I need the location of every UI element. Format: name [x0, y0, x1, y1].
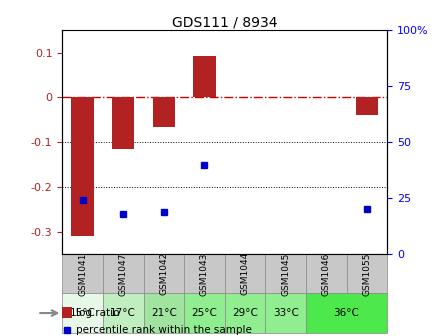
- Bar: [112, 97, 134, 149]
- Text: GSM1046: GSM1046: [322, 252, 331, 296]
- Bar: [225, 293, 265, 333]
- Text: 36°C: 36°C: [334, 308, 360, 318]
- Text: GSM1042: GSM1042: [159, 252, 168, 295]
- Bar: [356, 97, 378, 115]
- Text: 29°C: 29°C: [232, 308, 258, 318]
- Bar: [62, 254, 103, 293]
- Bar: [347, 254, 387, 293]
- Bar: [265, 254, 306, 293]
- Text: GSM1047: GSM1047: [119, 252, 128, 296]
- Bar: [184, 254, 225, 293]
- Bar: [184, 293, 225, 333]
- Text: 33°C: 33°C: [273, 308, 299, 318]
- Bar: [143, 254, 184, 293]
- Text: GSM1044: GSM1044: [241, 252, 250, 295]
- Bar: [306, 254, 347, 293]
- Bar: [103, 293, 143, 333]
- Text: 15°C: 15°C: [70, 308, 96, 318]
- Text: GSM1055: GSM1055: [362, 252, 371, 296]
- Text: 25°C: 25°C: [191, 308, 217, 318]
- Bar: [265, 293, 306, 333]
- Bar: [153, 97, 175, 127]
- Title: GDS111 / 8934: GDS111 / 8934: [172, 15, 278, 29]
- Bar: [143, 293, 184, 333]
- Text: percentile rank within the sample: percentile rank within the sample: [76, 325, 251, 335]
- Bar: [306, 293, 387, 333]
- Bar: [72, 97, 94, 236]
- Text: GSM1043: GSM1043: [200, 252, 209, 296]
- Text: GSM1041: GSM1041: [78, 252, 87, 296]
- Bar: [193, 56, 215, 97]
- Bar: [225, 254, 265, 293]
- Text: log ratio: log ratio: [76, 307, 119, 318]
- Bar: [62, 293, 103, 333]
- Bar: [103, 254, 143, 293]
- Text: GSM1045: GSM1045: [281, 252, 290, 296]
- Text: 21°C: 21°C: [151, 308, 177, 318]
- Text: 17°C: 17°C: [110, 308, 136, 318]
- Bar: [62, 307, 72, 318]
